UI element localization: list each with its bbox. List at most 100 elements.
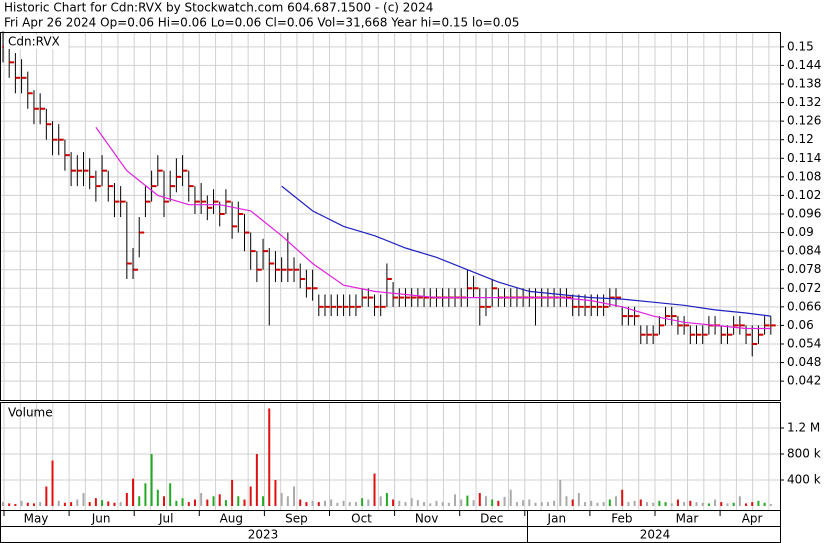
volume-bar (14, 504, 17, 506)
y-tick-label: 0.048 (787, 355, 821, 369)
volume-bar (522, 500, 525, 506)
volume-bar (113, 502, 116, 506)
y-tick-label: 1.2 M (787, 421, 820, 435)
month-label: Apr (742, 512, 763, 526)
volume-bar (757, 500, 760, 506)
month-label: Dec (480, 512, 503, 526)
y-tick-label: 0.042 (787, 374, 821, 388)
volume-bar (763, 502, 766, 506)
chart-title: Historic Chart for Cdn:RVX by Stockwatch… (4, 1, 433, 15)
volume-bar (664, 502, 667, 506)
volume-bar (528, 499, 531, 506)
volume-bar (280, 493, 283, 506)
volume-bar (70, 502, 73, 506)
volume-bar (497, 500, 500, 506)
volume-bar (361, 498, 364, 506)
volume-bar (243, 499, 246, 506)
volume-bar (509, 489, 512, 506)
volume-bar (187, 502, 190, 506)
volume-bar (454, 494, 457, 506)
symbol-label: Cdn:RVX (8, 35, 60, 49)
volume-bar (416, 500, 419, 506)
volume-bar (193, 499, 196, 506)
volume-bar (311, 500, 314, 506)
month-label: Oct (351, 512, 372, 526)
volume-bar (398, 500, 401, 506)
month-label: Feb (611, 512, 632, 526)
volume-bar (683, 502, 686, 506)
month-label: Aug (220, 512, 243, 526)
volume-bar (354, 502, 357, 506)
volume-bar (218, 494, 221, 506)
volume-bar (546, 502, 549, 506)
volume-bar (621, 489, 624, 506)
volume-bar (150, 454, 153, 506)
volume-bar (101, 500, 104, 506)
volume-bar (323, 500, 326, 506)
year-label: 2024 (640, 528, 671, 542)
month-label: Mar (676, 512, 699, 526)
volume-bar (138, 496, 141, 506)
volume-bar (175, 500, 178, 506)
month-label: Jun (91, 512, 111, 526)
volume-bar (367, 499, 370, 506)
volume-bar (429, 503, 432, 506)
volume-bar (577, 493, 580, 506)
volume-bar (639, 499, 642, 506)
volume-bar (701, 502, 704, 506)
volume-bar (206, 499, 209, 506)
volume-bar (76, 499, 79, 506)
y-tick-label: 0.084 (787, 244, 821, 258)
volume-bar (751, 502, 754, 506)
volume-bar (39, 502, 42, 506)
volume-bar (32, 503, 35, 506)
volume-bar (237, 496, 240, 506)
volume-bar (107, 501, 110, 506)
month-label: Jul (158, 512, 173, 526)
volume-bar (559, 480, 562, 506)
volume-bar (317, 502, 320, 506)
volume-bar (447, 502, 450, 506)
volume-bar (249, 486, 252, 506)
volume-bar (132, 478, 135, 506)
volume-bar (602, 502, 605, 506)
volume-bar (156, 489, 159, 506)
volume-bar (423, 502, 426, 506)
y-tick-label: 0.102 (787, 188, 821, 202)
volume-bar (540, 502, 543, 506)
y-tick-label: 800 k (787, 447, 821, 461)
volume-bar (144, 483, 147, 506)
volume-bar (670, 503, 673, 506)
volume-bar (534, 502, 537, 506)
volume-bar (491, 499, 494, 506)
year-label: 2023 (248, 528, 279, 542)
volume-bar (404, 502, 407, 506)
volume-bar (435, 500, 438, 506)
volume-bar (336, 502, 339, 506)
volume-bar (342, 500, 345, 506)
volume-bar (82, 493, 85, 506)
volume-bar (379, 496, 382, 506)
moving-average (95, 126, 771, 330)
volume-bar (726, 503, 729, 506)
month-label: May (24, 512, 49, 526)
volume-bar (460, 499, 463, 506)
volume-bar (88, 502, 91, 506)
volume-bar (94, 498, 97, 506)
volume-bar (615, 496, 618, 506)
volume-bar (125, 493, 128, 506)
volume-bar (305, 502, 308, 506)
y-tick-label: 0.066 (787, 299, 821, 313)
volume-bar (274, 480, 277, 506)
y-tick-label: 0.132 (787, 95, 821, 109)
volume-bar (293, 486, 296, 506)
volume-bar (652, 502, 655, 506)
volume-bar (608, 499, 611, 506)
volume-bar (515, 502, 518, 506)
volume-bar (26, 502, 29, 506)
volume-bar (565, 496, 568, 506)
y-tick-label: 0.15 (787, 39, 814, 53)
y-tick-label: 0.054 (787, 336, 821, 350)
volume-bar (472, 500, 475, 506)
volume-bar (224, 500, 227, 506)
